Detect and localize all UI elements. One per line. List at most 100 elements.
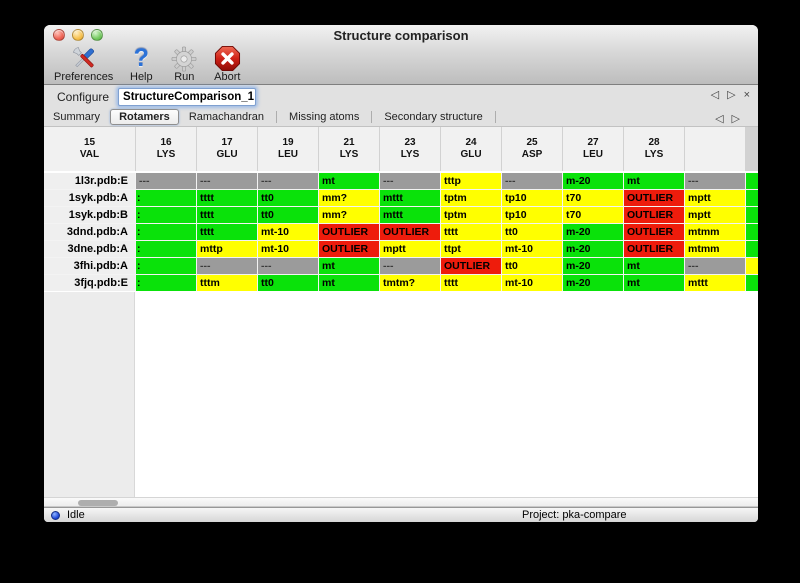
tab-missing-atoms[interactable]: Missing atoms bbox=[289, 111, 360, 123]
table-cell[interactable]: m-20 bbox=[563, 224, 623, 240]
row-label[interactable]: 3fjq.pdb:E bbox=[44, 275, 135, 291]
table-cell[interactable]: : bbox=[136, 275, 196, 291]
row-label[interactable]: 1l3r.pdb:E bbox=[44, 173, 135, 189]
table-cell[interactable] bbox=[746, 207, 758, 223]
table-cell[interactable]: OUTLIER bbox=[441, 258, 501, 274]
zoom-window-button[interactable] bbox=[91, 29, 103, 41]
table-cell[interactable]: mtmm bbox=[685, 241, 745, 257]
table-cell[interactable]: m-20 bbox=[563, 275, 623, 291]
table-cell[interactable]: tp10 bbox=[502, 190, 562, 206]
table-cell[interactable]: OUTLIER bbox=[624, 241, 684, 257]
table-cell[interactable]: tp10 bbox=[502, 207, 562, 223]
table-cell[interactable]: --- bbox=[258, 173, 318, 189]
row-label[interactable]: 1syk.pdb:B bbox=[44, 207, 135, 223]
table-cell[interactable]: mt-10 bbox=[258, 241, 318, 257]
table-cell[interactable]: : bbox=[136, 190, 196, 206]
table-cell[interactable]: mtmm bbox=[685, 224, 745, 240]
table-cell[interactable]: ttpt bbox=[441, 241, 501, 257]
tabs-prev-icon[interactable]: ◁ bbox=[715, 113, 724, 125]
table-cell[interactable]: t70 bbox=[563, 207, 623, 223]
table-cell[interactable]: --- bbox=[685, 173, 745, 189]
table-cell[interactable]: : bbox=[136, 258, 196, 274]
table-cell[interactable]: mt-10 bbox=[502, 275, 562, 291]
table-cell[interactable]: --- bbox=[136, 173, 196, 189]
table-cell[interactable]: tt0 bbox=[258, 190, 318, 206]
table-cell[interactable]: mm? bbox=[319, 190, 379, 206]
table-cell[interactable]: tttt bbox=[441, 224, 501, 240]
table-cell[interactable]: tt0 bbox=[258, 207, 318, 223]
table-cell[interactable]: tmtm? bbox=[380, 275, 440, 291]
table-cell[interactable]: mm? bbox=[319, 207, 379, 223]
table-cell[interactable]: m-20 bbox=[563, 241, 623, 257]
configuration-name-field[interactable]: StructureComparison_1 bbox=[118, 87, 257, 106]
horizontal-scrollbar[interactable] bbox=[44, 497, 758, 507]
table-cell[interactable] bbox=[746, 190, 758, 206]
table-cell[interactable]: tttm bbox=[197, 275, 257, 291]
table-cell[interactable]: tttt bbox=[197, 190, 257, 206]
table-cell[interactable] bbox=[746, 258, 758, 274]
table-cell[interactable] bbox=[746, 275, 758, 291]
table-cell[interactable]: OUTLIER bbox=[319, 241, 379, 257]
table-cell[interactable]: tttt bbox=[197, 224, 257, 240]
table-cell[interactable]: --- bbox=[197, 173, 257, 189]
row-label[interactable]: 3dnd.pdb:A bbox=[44, 224, 135, 240]
table-cell[interactable]: t70 bbox=[563, 190, 623, 206]
table-cell[interactable] bbox=[746, 241, 758, 257]
table-cell[interactable]: OUTLIER bbox=[624, 224, 684, 240]
table-cell[interactable]: mt-10 bbox=[258, 224, 318, 240]
preferences-button[interactable]: Preferences bbox=[54, 45, 113, 83]
table-cell[interactable]: mptt bbox=[685, 207, 745, 223]
abort-button[interactable]: Abort bbox=[212, 45, 242, 83]
table-cell[interactable]: mptt bbox=[685, 190, 745, 206]
table-cell[interactable]: mttt bbox=[380, 207, 440, 223]
help-button[interactable]: ? Help bbox=[126, 45, 156, 83]
row-label[interactable]: 1syk.pdb:A bbox=[44, 190, 135, 206]
table-cell[interactable]: mt bbox=[624, 173, 684, 189]
tabs-next-icon[interactable]: ▷ bbox=[731, 113, 740, 125]
config-next-icon[interactable]: ▷ bbox=[727, 89, 736, 101]
table-cell[interactable]: tptm bbox=[441, 190, 501, 206]
table-cell[interactable]: --- bbox=[258, 258, 318, 274]
tab-summary[interactable]: Summary bbox=[53, 111, 101, 123]
table-cell[interactable]: tt0 bbox=[502, 224, 562, 240]
row-label[interactable]: 3dne.pdb:A bbox=[44, 241, 135, 257]
table-cell[interactable]: tttp bbox=[441, 173, 501, 189]
tab-rotamers[interactable]: Rotamers bbox=[110, 109, 179, 125]
run-button[interactable]: Run bbox=[169, 45, 199, 83]
table-cell[interactable]: --- bbox=[380, 258, 440, 274]
titlebar[interactable]: Structure comparison bbox=[44, 25, 758, 45]
table-cell[interactable]: m-20 bbox=[563, 258, 623, 274]
table-cell[interactable]: --- bbox=[685, 258, 745, 274]
row-label[interactable]: 3fhi.pdb:A bbox=[44, 258, 135, 274]
table-cell[interactable]: : bbox=[136, 207, 196, 223]
table-cell[interactable]: tttt bbox=[197, 207, 257, 223]
table-cell[interactable]: OUTLIER bbox=[380, 224, 440, 240]
table-cell[interactable] bbox=[746, 173, 758, 189]
table-cell[interactable]: mttt bbox=[685, 275, 745, 291]
table-cell[interactable]: mt bbox=[319, 173, 379, 189]
table-cell[interactable]: OUTLIER bbox=[624, 190, 684, 206]
table-cell[interactable]: mt bbox=[319, 258, 379, 274]
table-cell[interactable]: mt bbox=[624, 258, 684, 274]
table-cell[interactable]: : bbox=[136, 224, 196, 240]
table-cell[interactable]: tptm bbox=[441, 207, 501, 223]
table-cell[interactable]: : bbox=[136, 241, 196, 257]
table-cell[interactable]: mt-10 bbox=[502, 241, 562, 257]
scrollbar-thumb[interactable] bbox=[78, 499, 118, 506]
table-cell[interactable]: tttt bbox=[441, 275, 501, 291]
tab-secondary-structure[interactable]: Secondary structure bbox=[384, 111, 483, 123]
table-cell[interactable]: m-20 bbox=[563, 173, 623, 189]
table-cell[interactable]: OUTLIER bbox=[624, 207, 684, 223]
table-cell[interactable]: --- bbox=[197, 258, 257, 274]
table-cell[interactable]: tt0 bbox=[258, 275, 318, 291]
table-cell[interactable]: mttp bbox=[197, 241, 257, 257]
tab-ramachandran[interactable]: Ramachandran bbox=[188, 111, 265, 123]
close-window-button[interactable] bbox=[53, 29, 65, 41]
table-cell[interactable]: tt0 bbox=[502, 258, 562, 274]
table-cell[interactable] bbox=[746, 224, 758, 240]
table-cell[interactable]: mptt bbox=[380, 241, 440, 257]
minimize-window-button[interactable] bbox=[72, 29, 84, 41]
table-cell[interactable]: mttt bbox=[380, 190, 440, 206]
config-close-icon[interactable]: × bbox=[743, 89, 750, 101]
table-cell[interactable]: mt bbox=[624, 275, 684, 291]
